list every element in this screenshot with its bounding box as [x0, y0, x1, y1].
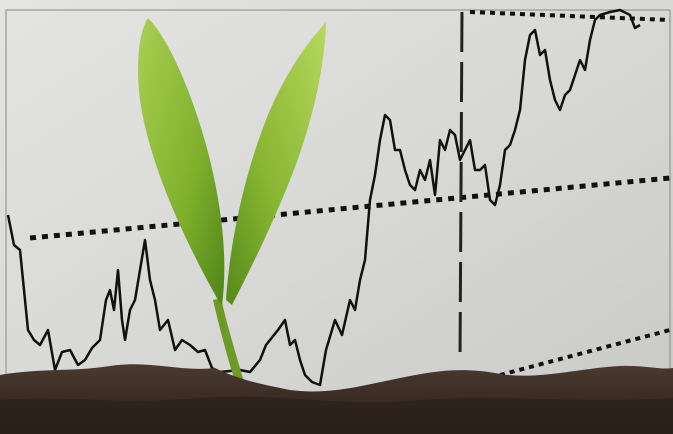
soil-shadow [0, 397, 673, 434]
photo [0, 0, 673, 434]
page: (() => { const data = JSON.parse(documen… [0, 0, 673, 434]
